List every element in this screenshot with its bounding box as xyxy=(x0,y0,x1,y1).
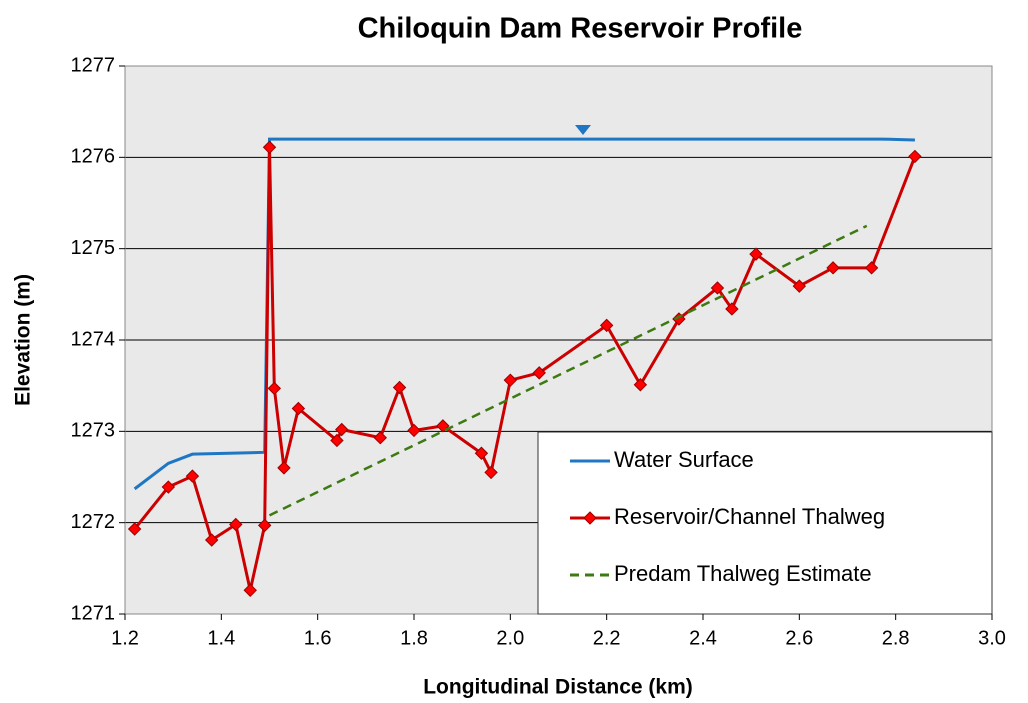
data-point xyxy=(826,261,840,275)
data-point xyxy=(330,433,344,448)
data-point xyxy=(185,469,200,483)
legend-marker xyxy=(583,511,597,525)
legend-label: Reservoir/Channel Thalweg xyxy=(614,504,885,529)
x-tick-label: 2.0 xyxy=(496,627,524,649)
data-point xyxy=(474,446,489,460)
data-point xyxy=(161,480,176,494)
data-point xyxy=(864,261,879,275)
y-tick-label: 1272 xyxy=(71,511,116,533)
data-point xyxy=(725,302,739,316)
data-point xyxy=(229,517,243,532)
y-tick-label: 1276 xyxy=(71,146,116,168)
x-tick-label: 1.8 xyxy=(400,627,428,649)
legend xyxy=(537,431,993,615)
data-point xyxy=(392,380,407,395)
chart-title: Chiloquin Dam Reservoir Profile xyxy=(358,13,803,45)
data-point xyxy=(710,281,725,295)
data-point xyxy=(633,378,648,392)
x-tick-label: 1.2 xyxy=(111,627,139,649)
legend-label: Water Surface xyxy=(614,447,754,472)
x-axis-label: Longitudinal Distance (km) xyxy=(423,676,693,699)
data-point xyxy=(204,533,219,547)
y-tick-label: 1273 xyxy=(71,420,116,442)
y-tick-label: 1275 xyxy=(71,237,116,259)
data-point xyxy=(532,366,546,380)
x-tick-label: 2.6 xyxy=(785,627,813,649)
y-tick-label: 1277 xyxy=(71,54,116,76)
water-surface-symbol xyxy=(575,125,591,135)
x-tick-label: 2.2 xyxy=(593,627,621,649)
data-point xyxy=(127,522,142,536)
data-point xyxy=(792,279,807,293)
x-tick-label: 2.8 xyxy=(882,627,910,649)
data-point xyxy=(484,465,498,480)
data-point xyxy=(277,461,291,475)
legend-label: Predam Thalweg Estimate xyxy=(614,561,872,586)
data-point xyxy=(262,140,277,154)
data-point xyxy=(267,381,282,396)
y-axis-label: Elevation (m) xyxy=(12,274,35,406)
y-tick-label: 1271 xyxy=(71,602,116,624)
x-tick-label: 1.6 xyxy=(304,627,332,649)
y-tick-label: 1274 xyxy=(71,328,116,350)
data-point xyxy=(335,422,349,437)
data-point xyxy=(291,401,306,416)
x-tick-label: 3.0 xyxy=(978,627,1006,649)
data-point xyxy=(373,431,387,445)
data-point xyxy=(599,318,614,333)
data-point xyxy=(407,423,421,438)
data-point xyxy=(908,149,922,164)
x-tick-label: 2.4 xyxy=(689,627,717,649)
data-point xyxy=(243,583,257,597)
series-line xyxy=(268,224,868,517)
data-point xyxy=(749,247,763,261)
x-tick-label: 1.4 xyxy=(207,627,235,649)
data-point xyxy=(257,518,272,533)
data-point xyxy=(503,373,518,387)
